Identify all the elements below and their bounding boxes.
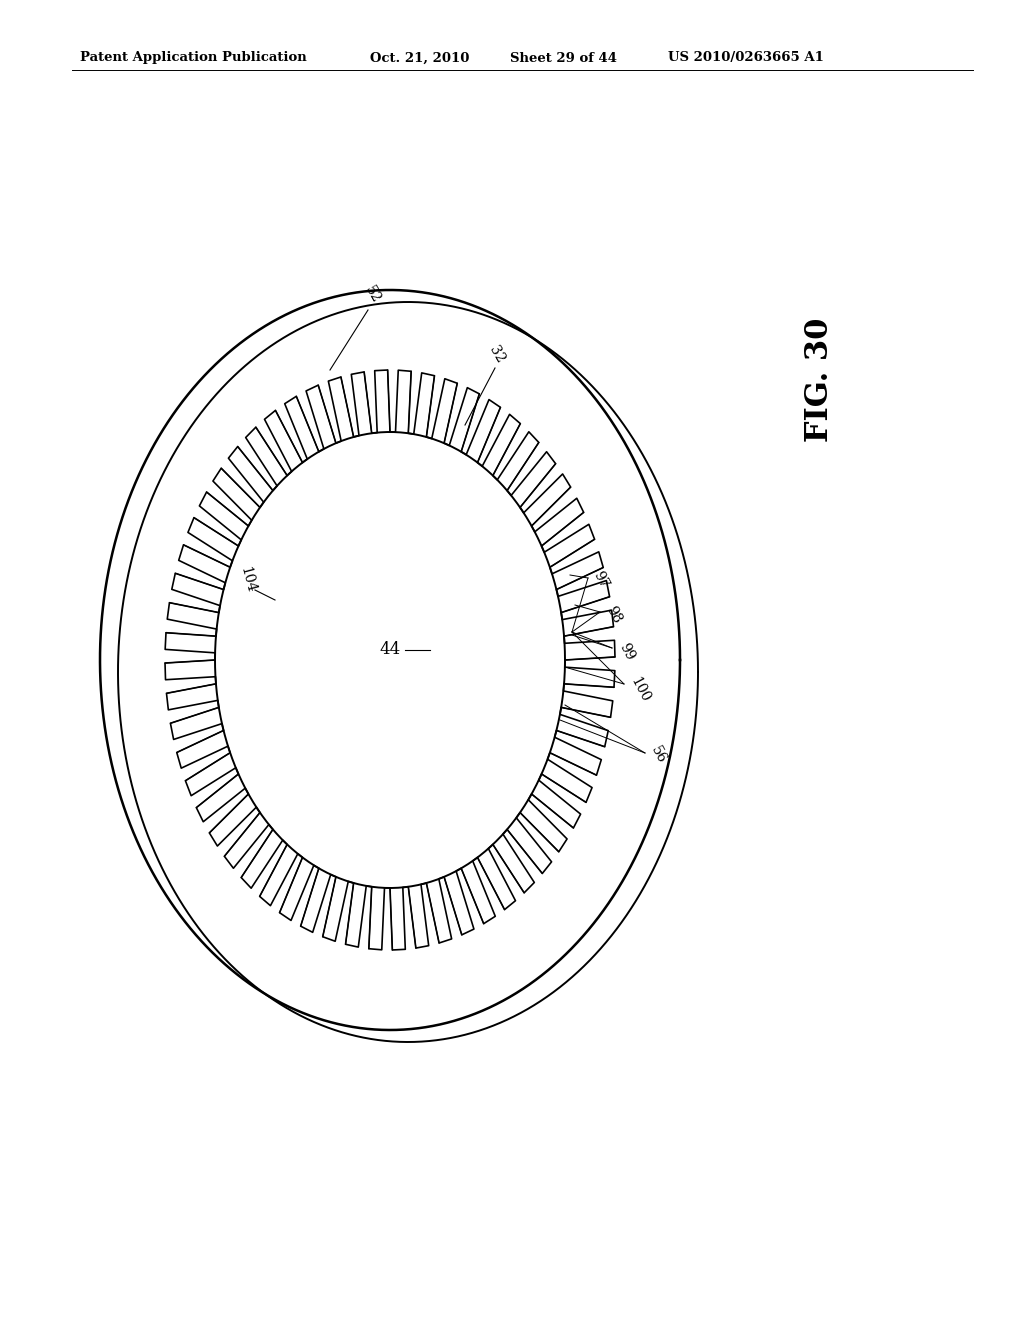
Text: 56: 56	[648, 744, 669, 766]
Text: Patent Application Publication: Patent Application Publication	[80, 51, 307, 65]
Text: 98: 98	[603, 605, 624, 626]
Text: Sheet 29 of 44: Sheet 29 of 44	[510, 51, 617, 65]
Text: US 2010/0263665 A1: US 2010/0263665 A1	[668, 51, 824, 65]
Text: 100: 100	[628, 675, 652, 705]
Text: 32: 32	[486, 345, 508, 366]
Text: 99: 99	[616, 642, 637, 663]
Text: 44: 44	[379, 642, 400, 659]
Text: 52: 52	[362, 284, 383, 306]
Text: Oct. 21, 2010: Oct. 21, 2010	[370, 51, 469, 65]
Text: FIG. 30: FIG. 30	[805, 318, 836, 442]
Text: 104: 104	[238, 565, 258, 594]
Text: 97: 97	[590, 569, 610, 591]
